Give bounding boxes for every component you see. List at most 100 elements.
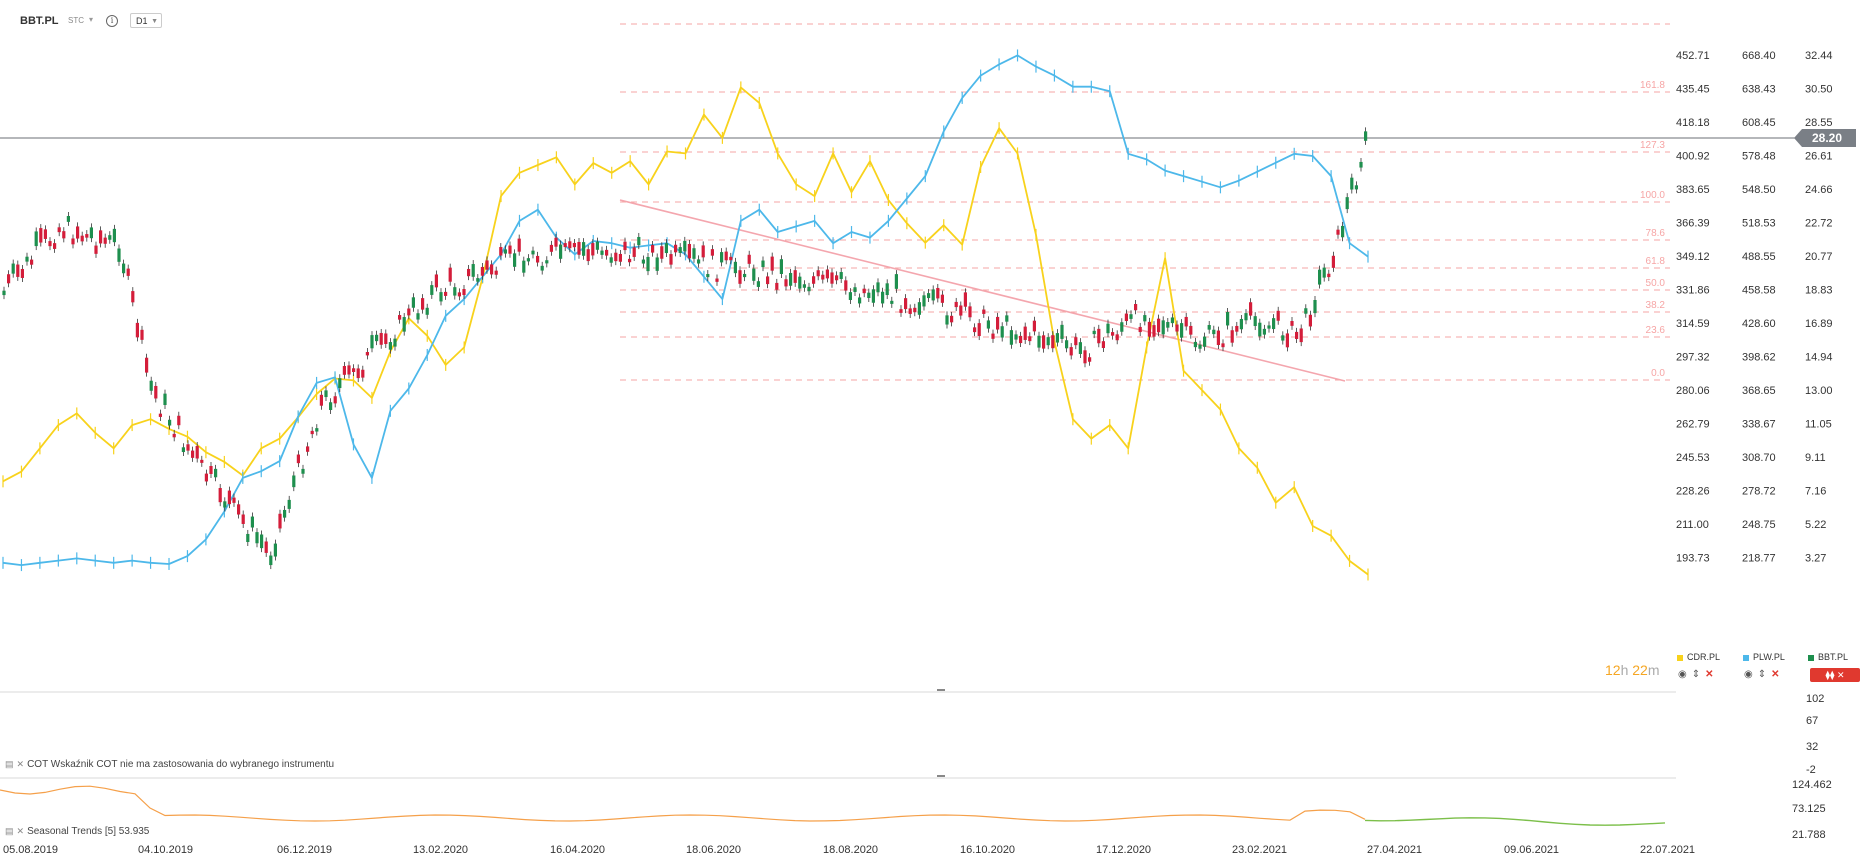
candle-body (531, 250, 535, 255)
axis-tick-label: 211.00 (1676, 519, 1709, 531)
candle-body (214, 468, 218, 478)
chevron-down-icon[interactable]: ▾ (89, 15, 94, 24)
axis-tick-label: 9.11 (1805, 452, 1826, 464)
info-icon[interactable]: i (106, 15, 118, 27)
trend-line[interactable] (619, 199, 1346, 382)
candle-body (1152, 325, 1156, 337)
candle-body (572, 242, 576, 248)
timeframe-select[interactable]: D1 ▼ (130, 13, 162, 28)
candle-body (618, 253, 622, 262)
candle-body (789, 272, 793, 286)
close-icon[interactable]: ✕ (1705, 669, 1714, 680)
x-axis-label: 09.06.2021 (1504, 844, 1559, 856)
panel-resize-handle[interactable] (937, 689, 945, 691)
candle-body (894, 274, 898, 289)
candle-body (388, 342, 392, 350)
legend-cdr[interactable]: CDR.PL (1677, 652, 1720, 662)
countdown-hours: 12 (1605, 662, 1621, 678)
instrument-symbol[interactable]: BBT.PL (20, 15, 59, 27)
time-axis: 05.08.2019 04.10.2019 06.12.2019 13.02.2020… (3, 844, 1695, 856)
axis-tick-label: 248.75 (1742, 519, 1776, 531)
close-icon[interactable]: ✕ (1836, 670, 1845, 680)
candle-body (283, 509, 287, 518)
candle-body (85, 234, 89, 238)
candle-body (729, 256, 733, 261)
candle-body (968, 306, 972, 318)
legend-bbt-controls[interactable]: ⧫⧫ ✕ (1810, 668, 1860, 682)
close-icon[interactable]: ✕ (16, 759, 25, 769)
indicator-axes: 102 67 32 -2 124.462 73.125 21.788 (1792, 693, 1832, 841)
candle-body (1350, 177, 1354, 190)
candle-body (476, 278, 480, 282)
indicator-menu-icon[interactable]: ▤ (5, 826, 14, 836)
candle-body (591, 243, 595, 256)
close-icon[interactable]: ✕ (1771, 669, 1780, 680)
candle-body (1106, 323, 1110, 334)
candle-body (784, 279, 788, 287)
fibonacci-levels[interactable]: 161.8 127.3 100.0 78.6 61.8 50.0 38.2 23.6 0.0 (620, 23, 1670, 381)
candle-body (835, 275, 839, 281)
candle-body (945, 315, 949, 325)
candle-body (269, 555, 273, 566)
candle-body (991, 333, 995, 339)
x-axis-label: 27.04.2021 (1367, 844, 1422, 856)
reorder-icon[interactable]: ⇕ (1691, 669, 1701, 680)
candle-body (292, 475, 296, 488)
axis-tick-label: 11.05 (1805, 419, 1832, 431)
candle-body (1037, 335, 1041, 348)
legend-bbt[interactable]: BBT.PL (1808, 652, 1848, 662)
seasonal-axis-label: 21.788 (1792, 829, 1826, 841)
axis-tick-label: 668.40 (1742, 50, 1776, 62)
legend-plw[interactable]: PLW.PL (1743, 652, 1785, 662)
candle-body (973, 327, 977, 333)
candle-body (697, 259, 701, 264)
candle-body (163, 393, 167, 406)
indicator-menu-icon[interactable]: ▤ (5, 759, 14, 769)
candle-body (7, 274, 11, 284)
candle-body (922, 295, 926, 307)
eye-icon[interactable]: ◉ (1744, 669, 1753, 680)
x-axis-label: 05.08.2019 (3, 844, 58, 856)
eye-icon[interactable]: ◉ (1678, 669, 1687, 680)
candle-body (421, 298, 425, 310)
candle-body (30, 259, 34, 265)
candle-body (756, 281, 760, 287)
candle-body (687, 243, 691, 259)
candle-body (457, 292, 461, 297)
candle-body (540, 265, 544, 271)
axis-tick-label: 578.48 (1742, 151, 1776, 163)
candle-body (241, 514, 245, 524)
candle-body (848, 292, 852, 300)
close-icon[interactable]: ✕ (16, 826, 25, 836)
cot-axis-label: 102 (1806, 693, 1824, 705)
candle-body (839, 272, 843, 279)
candle-body (1180, 323, 1184, 338)
reorder-icon[interactable]: ⇕ (1757, 669, 1767, 680)
candle-body (1170, 317, 1174, 324)
candle-body (11, 263, 15, 274)
candle-body (761, 260, 765, 268)
panel-resize-handle[interactable] (937, 775, 945, 777)
candle-type-icon[interactable]: ⧫⧫ (1825, 670, 1835, 680)
candle-body (738, 270, 742, 284)
candle-body (853, 287, 857, 292)
axis-tick-label: 308.70 (1742, 452, 1776, 464)
candle-body (623, 241, 627, 251)
x-axis-label: 18.08.2020 (823, 844, 878, 856)
candle-body (605, 249, 609, 256)
candle-body (260, 534, 264, 549)
candle-body (453, 287, 457, 296)
candle-body (1014, 334, 1018, 340)
candle-body (200, 459, 204, 463)
candle-body (1331, 255, 1335, 268)
candle-body (62, 231, 66, 239)
candle-body (798, 276, 802, 289)
CDR.PL-line (2, 86, 1369, 576)
data-source-label: STC (68, 16, 84, 25)
candle-body (678, 247, 682, 253)
axis-tick-label: 548.50 (1742, 184, 1776, 196)
candle-body (950, 315, 954, 323)
seasonal-axis-label: 73.125 (1792, 803, 1826, 815)
candle-body (1138, 326, 1142, 333)
